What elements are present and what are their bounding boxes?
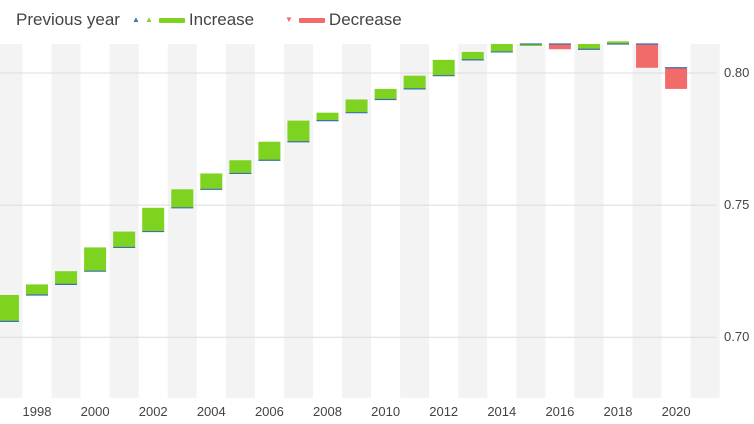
x-tick-label: 2006 (255, 404, 284, 419)
band-2021 (690, 44, 720, 398)
band-2015 (516, 44, 546, 398)
bar-2019 (636, 44, 659, 68)
bar-2008 (316, 112, 339, 121)
x-tick-label: 2012 (429, 404, 458, 419)
bar-2002 (142, 207, 165, 232)
band-1999 (51, 44, 81, 398)
band-2017 (574, 44, 604, 398)
bar-2018 (607, 41, 629, 44)
legend-item-decrease[interactable]: ▼ Decrease (285, 10, 402, 30)
legend-label-decrease: Decrease (328, 10, 402, 29)
legend-item-previous-year[interactable]: Previous year ▲ (16, 10, 140, 30)
legend-triangle-icon: ▲ (131, 15, 140, 24)
bar-2007 (287, 120, 310, 142)
bar-2006 (258, 141, 281, 161)
band-2003 (167, 44, 197, 398)
bar-1998 (26, 284, 48, 295)
bar-1997 (0, 294, 19, 322)
x-tick-label: 2000 (81, 404, 110, 419)
x-tick-label: 2010 (371, 404, 400, 419)
legend-triangle-down-icon: ▼ (285, 15, 293, 24)
bar-1999 (55, 271, 78, 285)
y-tick-label: 0.70 (724, 329, 749, 344)
bar-2015 (519, 44, 542, 46)
bar-2000 (84, 247, 107, 272)
band-2001 (109, 44, 139, 398)
bar-2001 (113, 231, 136, 248)
y-tick-label: 0.75 (724, 197, 749, 212)
band-2013 (458, 44, 488, 398)
band-2007 (283, 44, 313, 398)
bar-2009 (345, 99, 368, 113)
x-tick-label: 2016 (545, 404, 574, 419)
x-tick-label: 2008 (313, 404, 342, 419)
x-tick-label: 1998 (23, 404, 52, 419)
chart-legend: Previous year ▲ ▲ Increase ▼ Decrease (0, 0, 754, 40)
legend-label-increase: Increase (188, 10, 255, 29)
band-1997 (0, 44, 23, 398)
y-tick-label: 0.80 (724, 65, 749, 80)
band-2009 (342, 44, 372, 398)
legend-item-increase[interactable]: ▲ Increase (145, 10, 254, 30)
bar-2005 (229, 160, 252, 174)
bar-2020 (665, 67, 688, 89)
bar-2017 (577, 44, 600, 50)
bar-2003 (171, 189, 194, 208)
x-tick-label: 2004 (197, 404, 226, 419)
bar-2016 (548, 44, 571, 50)
bar-2004 (200, 173, 223, 190)
band-2011 (400, 44, 430, 398)
bar-2010 (374, 88, 397, 100)
x-tick-label: 2002 (139, 404, 168, 419)
band-2005 (225, 44, 255, 398)
x-tick-label: 2014 (487, 404, 516, 419)
legend-swatch-decrease (298, 17, 325, 23)
bar-2014 (490, 44, 513, 52)
legend-label-previous-year: Previous year (16, 10, 120, 29)
x-tick-label: 2020 (662, 404, 691, 419)
bar-2011 (403, 75, 426, 89)
legend-swatch-increase (158, 17, 185, 23)
x-tick-label: 2018 (604, 404, 633, 419)
band-2019 (632, 44, 662, 398)
bar-2013 (461, 51, 484, 60)
legend-triangle-up-icon: ▲ (145, 15, 153, 24)
bar-2012 (432, 59, 455, 76)
